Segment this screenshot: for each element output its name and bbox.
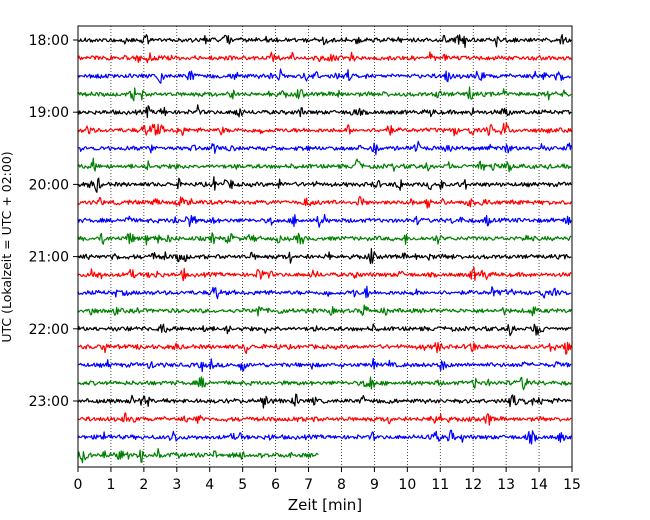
y-tick-label: 19:00 [29, 105, 69, 121]
x-tick-label: 10 [398, 477, 416, 493]
trace-2000 [77, 176, 572, 193]
x-tick-label: 11 [431, 477, 449, 493]
x-tick-label: 13 [497, 477, 515, 493]
x-tick-label: 3 [172, 477, 181, 493]
trace-2215 [77, 341, 572, 355]
y-tick-label: 20:00 [29, 177, 69, 193]
trace-2315 [77, 412, 572, 426]
plot-frame [77, 25, 573, 468]
trace-2330 [77, 429, 572, 445]
trace-2300 [77, 393, 572, 409]
trace-2115 [77, 266, 572, 282]
x-axis-label: Zeit [min] [288, 496, 362, 514]
trace-2030 [77, 213, 572, 228]
y-axis: 18:00 19:00 20:00 21:00 22:00 23:00 [29, 33, 78, 410]
x-tick-label: 12 [464, 477, 482, 493]
trace-2130 [77, 285, 572, 300]
trace-2200 [77, 323, 572, 337]
trace-1930 [77, 140, 572, 156]
trace-1845 [77, 86, 572, 102]
trace-2045 [77, 232, 572, 246]
x-axis: 0 1 2 3 4 5 6 7 8 9 10 11 12 13 14 15 [74, 467, 581, 493]
y-tick-label: 23:00 [29, 394, 69, 410]
trace-1945 [77, 157, 572, 173]
x-tick-label: 4 [205, 477, 214, 493]
trace-2230 [77, 357, 572, 373]
trace-2145 [77, 304, 572, 317]
trace-2015 [77, 196, 572, 209]
x-tick-label: 7 [304, 477, 313, 493]
trace-1830 [77, 68, 572, 84]
trace-1800 [77, 34, 572, 49]
trace-1815 [77, 51, 572, 64]
x-tick-label: 1 [106, 477, 115, 493]
trace-1915 [77, 122, 572, 137]
seismogram-traces [77, 34, 572, 464]
x-tick-label: 6 [271, 477, 280, 493]
trace-2100 [77, 248, 572, 265]
x-tick-label: 5 [238, 477, 247, 493]
x-tick-label: 8 [337, 477, 346, 493]
y-tick-label: 21:00 [29, 250, 69, 266]
y-axis-label: UTC (Lokalzeit = UTC + 02:00) [0, 151, 14, 342]
x-tick-label: 0 [74, 477, 83, 493]
trace-2245 [77, 376, 572, 391]
x-tick-label: 15 [563, 477, 581, 493]
x-tick-label: 9 [370, 477, 379, 493]
trace-1900 [77, 104, 572, 119]
trace-2345 [77, 448, 319, 464]
y-tick-label: 22:00 [29, 322, 69, 338]
x-tick-label: 2 [139, 477, 148, 493]
x-tick-label: 14 [530, 477, 548, 493]
y-tick-label: 18:00 [29, 33, 69, 49]
